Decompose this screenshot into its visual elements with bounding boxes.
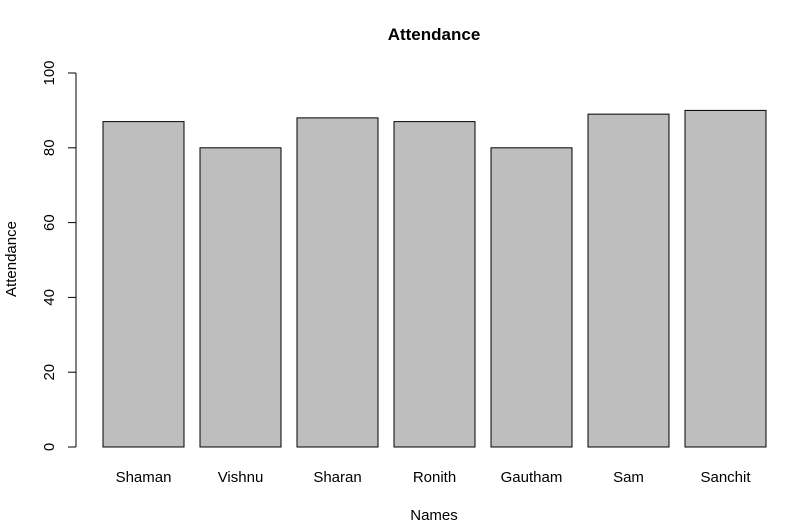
bar-sanchit	[684, 109, 767, 448]
bar-shaman	[102, 121, 185, 448]
y-tick-label: 60	[41, 214, 58, 231]
y-tick-label: 40	[41, 289, 58, 306]
bar-sharan	[296, 117, 379, 448]
x-tick-label: Shaman	[116, 469, 172, 486]
chart-title: Attendance	[388, 25, 481, 44]
x-tick-label: Gautham	[501, 469, 563, 486]
y-tick-label: 100	[41, 60, 58, 85]
bars-group	[102, 109, 767, 448]
x-axis-label: Names	[410, 507, 458, 524]
x-tick-label: Vishnu	[218, 469, 264, 486]
bar-ronith	[393, 121, 476, 448]
y-axis: 0 20 40 60 80 100	[41, 60, 77, 451]
x-tick-label: Sharan	[313, 469, 361, 486]
bar-gautham	[490, 147, 573, 448]
x-tick-label: Ronith	[413, 469, 456, 486]
x-tick-label: Sanchit	[700, 469, 751, 486]
bar-sam	[587, 113, 670, 448]
y-tick-label: 80	[41, 139, 58, 156]
y-axis-label: Attendance	[3, 221, 20, 297]
bar-vishnu	[199, 147, 282, 448]
y-tick-label: 0	[41, 443, 58, 451]
x-tick-label: Sam	[613, 469, 644, 486]
x-tick-labels: Shaman Vishnu Sharan Ronith Gautham Sam Sanchi…	[116, 469, 752, 486]
y-tick-label: 20	[41, 364, 58, 381]
